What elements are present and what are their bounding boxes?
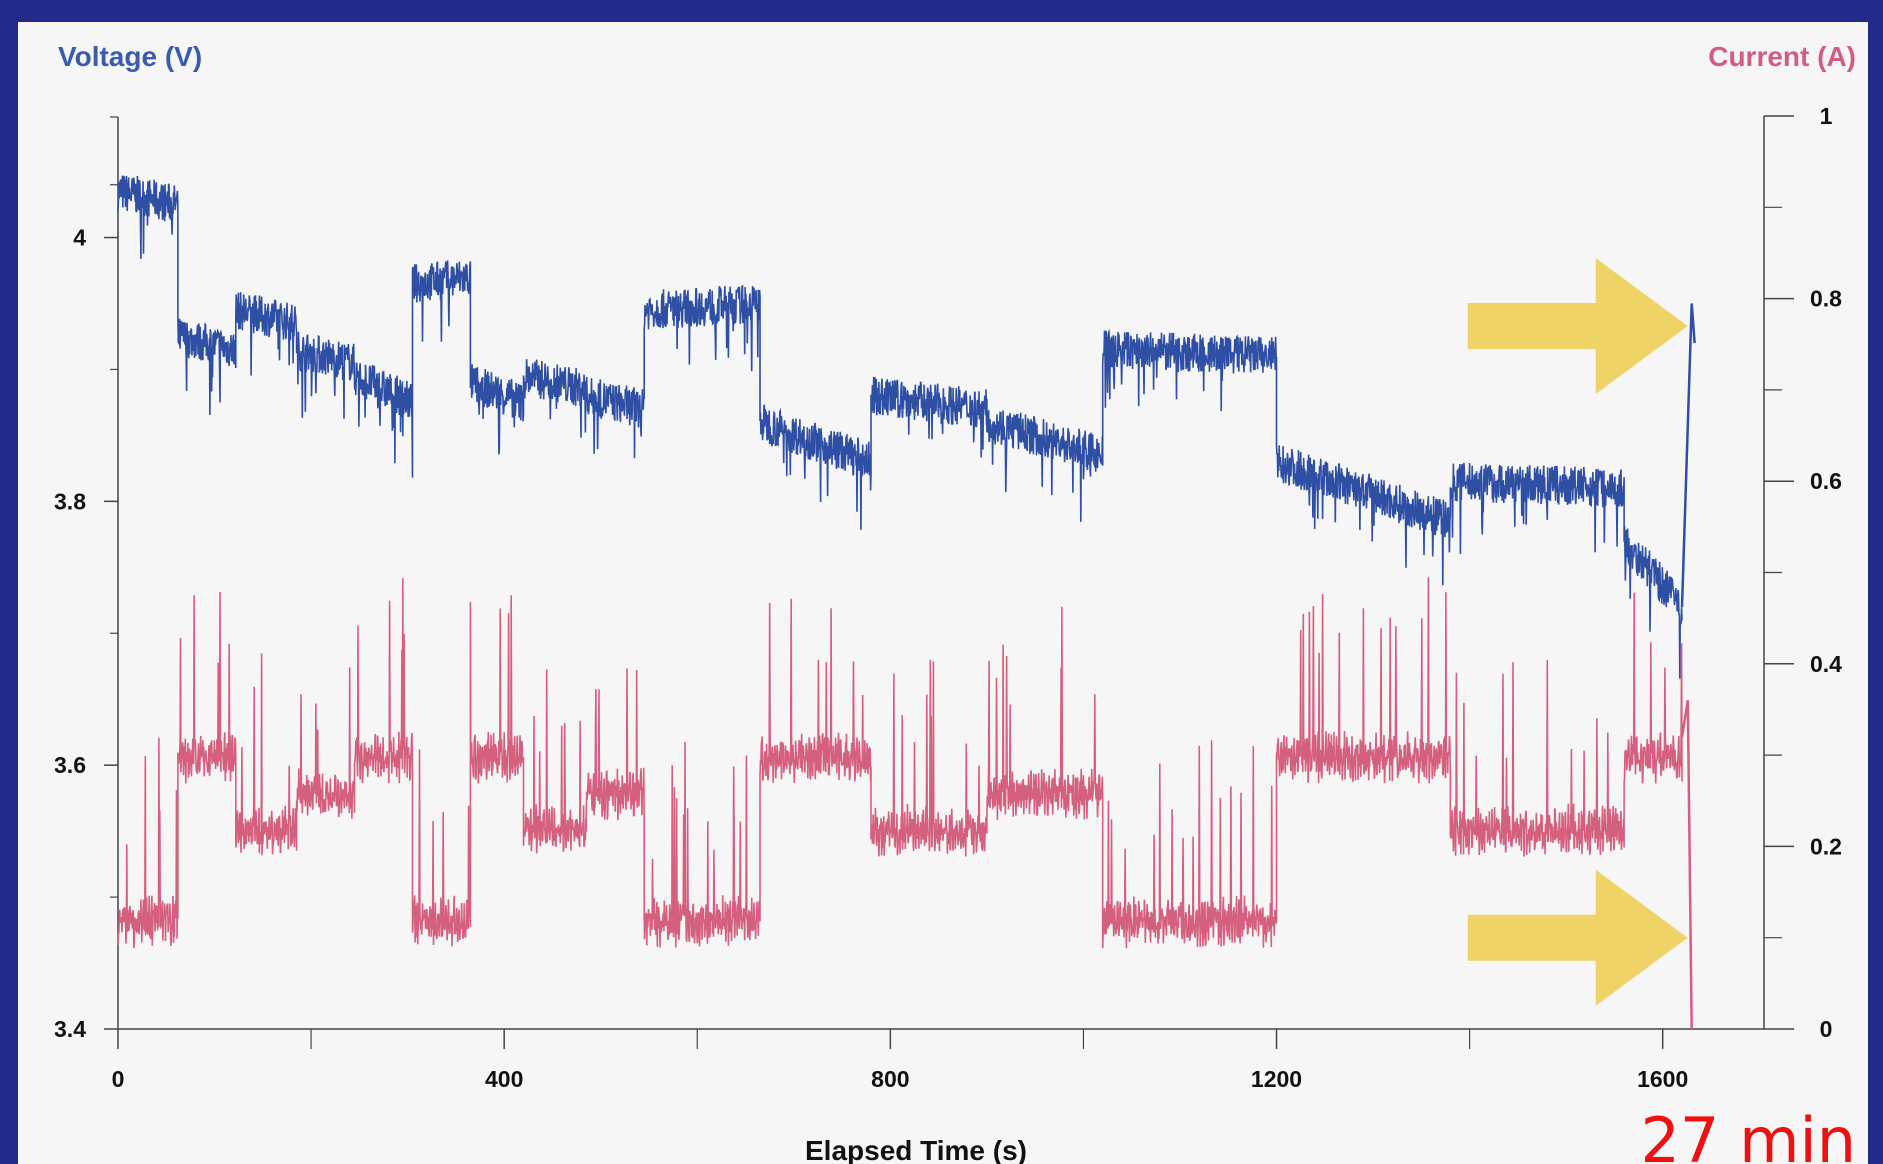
right-axis-title: Current (A) (1708, 41, 1856, 72)
yellow-arrow-icon (1467, 258, 1688, 394)
x-tick-label: 400 (485, 1066, 523, 1092)
dual-axis-line-chart: 3.4 3.6 3.8 4 0 0.2 0.4 0.6 0.8 1 0 400 800 1200 160… (54, 41, 1856, 1164)
voltage-recovery-line (1680, 303, 1696, 607)
right-y-axis: 0 0.2 0.4 0.6 0.8 1 (1763, 103, 1842, 1042)
x-tick-label: 0 (112, 1066, 125, 1092)
right-tick-label: 0 (1820, 1016, 1833, 1042)
arrow-annotations (1467, 258, 1688, 1006)
current-series-line (117, 577, 1683, 949)
voltage-series-line (117, 175, 1683, 679)
left-tick-label: 3.6 (54, 752, 86, 778)
left-tick-label: 3.4 (54, 1016, 86, 1042)
x-tick-label: 1600 (1637, 1066, 1688, 1092)
right-tick-label: 1 (1820, 103, 1833, 129)
chart-panel: 3.4 3.6 3.8 4 0 0.2 0.4 0.6 0.8 1 0 400 800 1200 160… (18, 22, 1868, 1164)
right-tick-label: 0.8 (1810, 286, 1842, 312)
time-annotation: 27 min (1640, 1104, 1856, 1164)
right-tick-label: 0.4 (1810, 651, 1842, 677)
left-y-axis: 3.4 3.6 3.8 4 (54, 116, 119, 1042)
yellow-arrow-icon (1467, 869, 1688, 1006)
right-tick-label: 0.6 (1810, 468, 1842, 494)
left-tick-label: 3.8 (54, 488, 86, 514)
x-axis: 0 400 800 1200 1600 (112, 1028, 1764, 1092)
series-group (117, 175, 1696, 1030)
right-tick-label: 0.2 (1810, 833, 1842, 859)
x-tick-label: 800 (871, 1066, 909, 1092)
current-drop-line (1680, 700, 1693, 1030)
x-axis-title: Elapsed Time (s) (805, 1135, 1027, 1164)
left-axis-title: Voltage (V) (58, 41, 202, 72)
x-tick-label: 1200 (1251, 1066, 1302, 1092)
left-tick-label: 4 (73, 225, 86, 251)
